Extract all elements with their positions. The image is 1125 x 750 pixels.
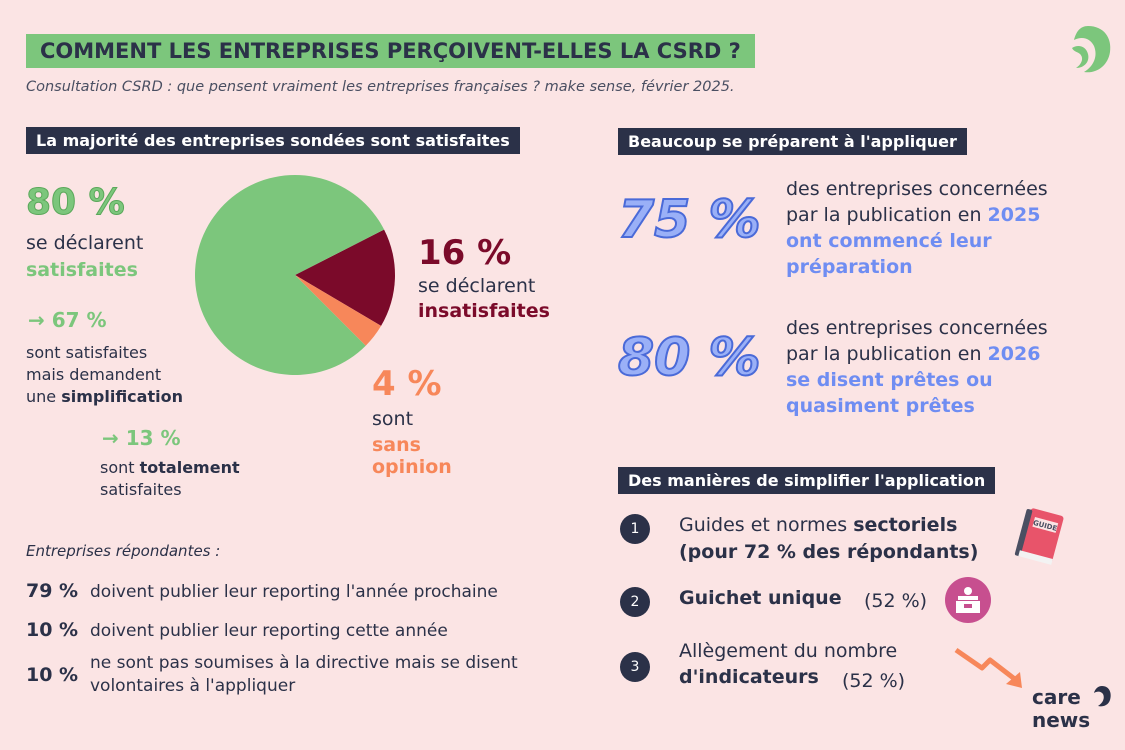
sub67-line2: mais demandent <box>26 365 162 384</box>
stat2-line3: se disent prêtes ou <box>786 369 993 391</box>
no-opinion-line2: sans <box>372 434 421 456</box>
down-arrow-icon <box>954 647 1022 688</box>
pie-slice-no-opinion <box>295 275 382 346</box>
sub13-line1-bold: totalement <box>139 458 240 477</box>
page-title: COMMENT LES ENTREPRISES PERÇOIVENT-ELLES… <box>26 34 755 68</box>
stat1-line4: préparation <box>786 256 913 278</box>
stat2-line2-prefix: par la publication en <box>786 343 988 365</box>
sub67-line3-prefix: une <box>26 387 62 406</box>
no-opinion-percent: 4 % <box>372 364 442 404</box>
item1-line1-prefix: Guides et normes <box>679 514 854 536</box>
item3-line1: Allègement du nombre <box>679 640 898 662</box>
respondent-pct-2: 10 % <box>26 619 79 641</box>
guide-book-icon: GUIDE <box>1014 508 1064 565</box>
item1-line2: (pour 72 % des répondants) <box>679 541 979 563</box>
page-subtitle: Consultation CSRD : que pensent vraiment… <box>26 79 735 95</box>
brand-news: news <box>1032 708 1091 732</box>
pie-slice-unsatisfied <box>295 229 395 326</box>
item2-bold: Guichet unique <box>679 587 842 609</box>
respondent-text-3-line2: volontaires à l'appliquer <box>90 676 296 696</box>
stat1-line3: ont commencé leur <box>786 230 992 252</box>
item3-bold: d'indicateurs <box>679 666 819 688</box>
item2-rest: (52 %) <box>864 590 928 612</box>
respondent-pct-1: 79 % <box>26 580 79 602</box>
satisfied-percent: 80 % <box>26 182 126 224</box>
sub13-percent: → 13 % <box>102 426 181 450</box>
counter-desk-icon <box>945 577 991 623</box>
brand-leaf-icon <box>1094 686 1111 707</box>
pie-slice-satisfied <box>195 175 385 375</box>
sub67-line3: une simplification <box>26 386 183 408</box>
stat1-line1: des entreprises concernées <box>786 178 1048 200</box>
item1-line1: Guides et normes sectoriels <box>679 514 957 536</box>
stat1-line2-prefix: par la publication en <box>786 204 988 226</box>
no-opinion-line1: sont <box>372 408 414 430</box>
brand-care: care <box>1032 685 1081 709</box>
respondent-text-2: doivent publier leur reporting cette ann… <box>90 621 448 641</box>
sub67-line3-bold: simplification <box>61 387 183 406</box>
sub13-line1: sont totalement <box>100 457 240 479</box>
respondent-text-1: doivent publier leur reporting l'année p… <box>90 582 498 602</box>
satisfied-label-line2: satisfaites <box>26 259 138 281</box>
section-title-simplify: Des manières de simplifier l'application <box>618 467 996 494</box>
satisfied-label-line1: se déclarent <box>26 232 144 254</box>
stat2-percent: 80 % <box>617 327 762 389</box>
leaf-logo-icon <box>1072 26 1111 73</box>
sub13-line2: satisfaites <box>100 480 182 499</box>
item1-line1-bold: sectoriels <box>853 514 958 536</box>
stat1-percent: 75 % <box>617 189 762 251</box>
stat1-year: 2025 <box>987 204 1041 226</box>
respondent-pct-3: 10 % <box>26 664 79 686</box>
respondents-title: Entreprises répondantes : <box>26 542 221 560</box>
item-number-1: 1 <box>620 514 650 544</box>
sub67-line1: sont satisfaites <box>26 343 148 362</box>
satisfaction-pie-chart <box>195 175 395 375</box>
stat2-year: 2026 <box>987 343 1041 365</box>
unsatisfied-percent: 16 % <box>418 233 512 273</box>
sub13-line1-prefix: sont <box>100 458 140 477</box>
stat1-line2: par la publication en 2025 <box>786 204 1040 226</box>
stat2-line4: quasiment prêtes <box>786 395 975 417</box>
unsatisfied-line1: se déclarent <box>418 275 536 297</box>
item-number-3: 3 <box>620 652 650 682</box>
stat2-line2: par la publication en 2026 <box>786 343 1040 365</box>
section-title-satisfaction: La majorité des entreprises sondées sont… <box>26 127 520 154</box>
unsatisfied-line2: insatisfaites <box>418 300 550 322</box>
stat2-line1: des entreprises concernées <box>786 317 1048 339</box>
item-number-2: 2 <box>620 587 650 617</box>
respondent-text-3-line1: ne sont pas soumises à la directive mais… <box>90 653 518 673</box>
sub67-percent: → 67 % <box>28 308 107 332</box>
no-opinion-line3: opinion <box>372 456 452 478</box>
item3-rest: (52 %) <box>842 670 906 692</box>
section-title-preparation: Beaucoup se préparent à l'appliquer <box>618 128 967 155</box>
